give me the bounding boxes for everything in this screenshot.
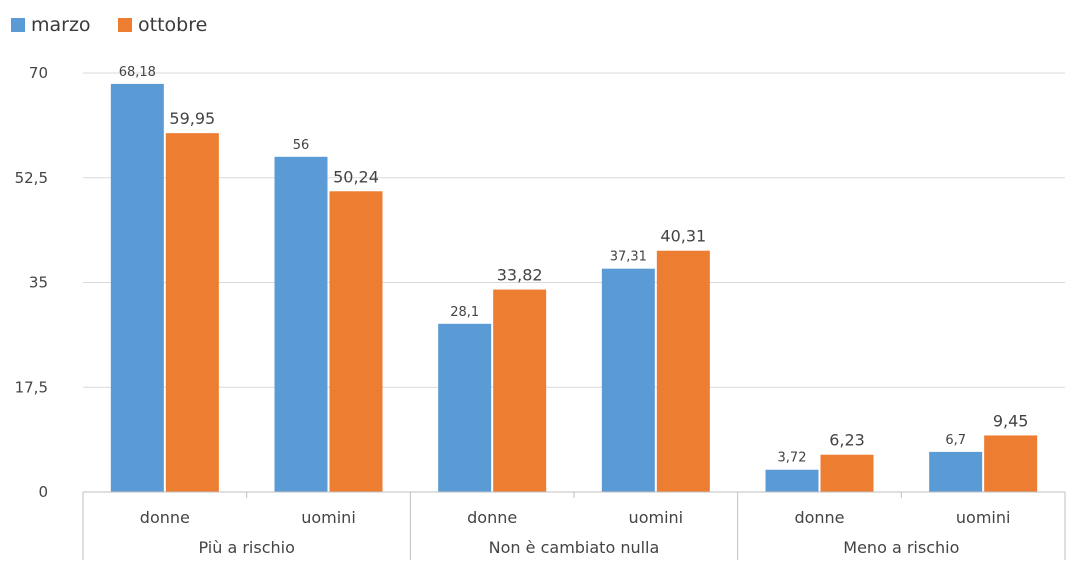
y-tick-label: 70 [29, 64, 48, 82]
data-label-marzo-5: 6,7 [945, 433, 966, 448]
axis-layer: 0 17,5 35 52,5 70 donne uomini donne uomini donne… [15, 64, 1066, 560]
bar-marzo-3 [601, 268, 655, 492]
bar-ottobre-1 [329, 191, 383, 492]
data-label-marzo-4: 3,72 [778, 451, 807, 466]
data-label-ottobre-0: 59,95 [169, 109, 215, 128]
category-label: uomini [629, 508, 684, 527]
bar-ottobre-0 [165, 133, 219, 492]
bar-ottobre-3 [656, 250, 710, 492]
category-label: donne [467, 508, 517, 527]
grid-layer [83, 72, 1065, 388]
category-label: uomini [301, 508, 356, 527]
data-label-ottobre-2: 33,82 [497, 266, 543, 285]
legend-label-ottobre: ottobre [138, 14, 207, 36]
category-label: uomini [956, 508, 1011, 527]
bar-ottobre-5 [984, 435, 1038, 492]
bar-marzo-1 [274, 156, 328, 493]
y-tick-label: 35 [29, 274, 48, 292]
data-label-ottobre-4: 6,23 [829, 431, 865, 450]
data-label-marzo-1: 56 [293, 138, 310, 153]
bar-marzo-4 [765, 469, 819, 492]
data-label-ottobre-3: 40,31 [660, 227, 706, 246]
data-label-marzo-0: 68,18 [119, 65, 156, 80]
group-label: Più a rischio [198, 538, 294, 557]
category-label: donne [794, 508, 844, 527]
legend-label-marzo: marzo [31, 14, 91, 36]
data-label-ottobre-1: 50,24 [333, 167, 379, 186]
bar-marzo-2 [438, 323, 492, 492]
category-label: donne [140, 508, 190, 527]
y-tick-label: 17,5 [15, 378, 48, 396]
data-label-ottobre-5: 9,45 [993, 411, 1029, 430]
legend: marzo ottobre [11, 14, 207, 36]
data-label-marzo-2: 28,1 [450, 305, 479, 320]
data-label-marzo-3: 37,31 [610, 250, 647, 265]
legend-swatch-marzo [11, 18, 25, 32]
group-label: Non è cambiato nulla [489, 538, 660, 557]
bar-ottobre-4 [820, 454, 874, 492]
group-label: Meno a rischio [843, 538, 959, 557]
legend-swatch-ottobre [118, 18, 132, 32]
y-tick-label: 0 [38, 483, 48, 501]
labels-layer: 68,18 59,95 56 50,24 28,1 33,82 37,31 40,31 3,72… [119, 65, 1029, 466]
bar-marzo-0 [110, 83, 164, 493]
y-tick-label: 52,5 [15, 169, 48, 187]
bar-marzo-5 [929, 451, 983, 492]
bars-layer [110, 83, 1038, 493]
bar-ottobre-2 [493, 289, 547, 492]
